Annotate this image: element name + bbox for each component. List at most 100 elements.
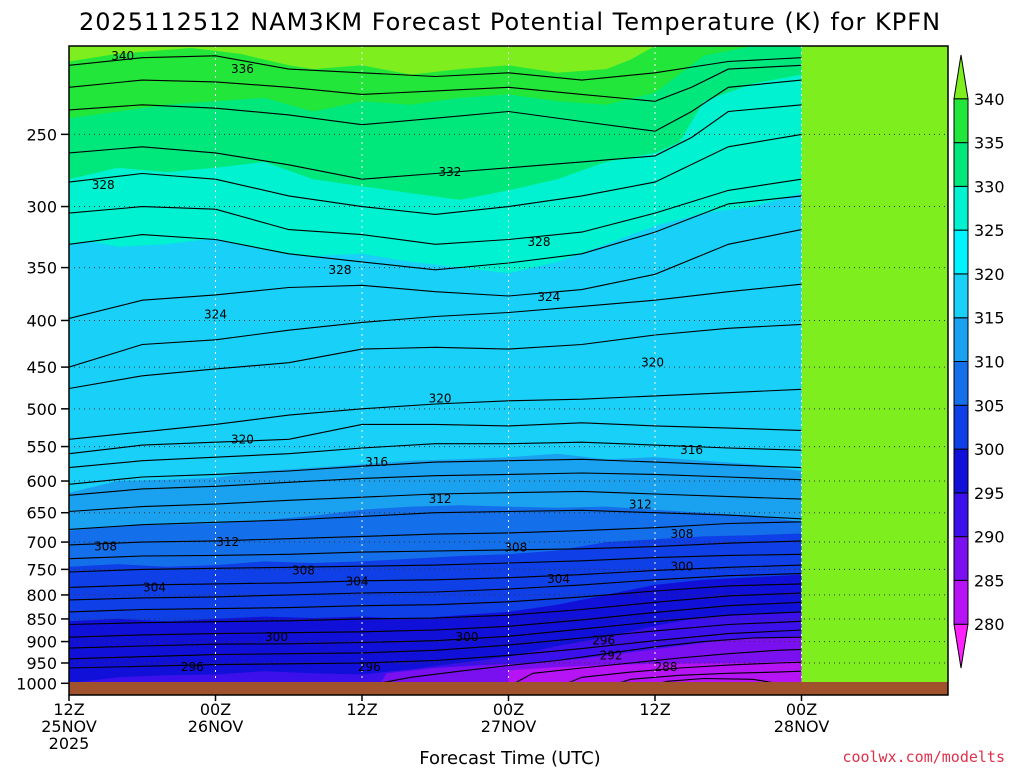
contour-line: [69, 104, 802, 180]
colorbar: 280 285 290 295 300 305 310 315 320 325 330 335 340: [953, 54, 1005, 669]
x-tick-label: 25NOV: [41, 717, 97, 736]
y-tick-label: 900: [26, 633, 57, 652]
x-tick-label: 27NOV: [481, 717, 537, 736]
y-axis: 250 300 350 400 450 500 550 600 650 700 750 800 850 9…: [16, 125, 69, 693]
contour-label: 308: [94, 540, 117, 554]
contour-line: [69, 229, 802, 320]
contour-label: 296: [181, 660, 204, 674]
contour-label: 308: [292, 563, 315, 577]
colorbar-label: 340: [974, 90, 1005, 109]
colorbar-segment-340: [953, 54, 969, 100]
contour-label: 320: [641, 356, 664, 370]
contour-line: [69, 283, 802, 368]
y-tick-label: 400: [26, 311, 57, 330]
y-tick-label: 750: [26, 560, 57, 579]
contour-label: 300: [456, 630, 479, 644]
contour-label: 316: [680, 443, 703, 457]
contour-line: [69, 55, 802, 81]
contour-line: [69, 573, 802, 601]
y-tick-label: 250: [26, 125, 57, 144]
contour-label: 304: [143, 580, 166, 594]
ground-surface: [69, 682, 948, 695]
colorbar-segment-285: [953, 536, 969, 581]
colorbar-segment-310: [953, 317, 969, 362]
contour-line: [69, 490, 802, 513]
contour-line: [69, 592, 802, 626]
contour-line: [69, 583, 802, 613]
contour-line: [69, 133, 802, 215]
contour-label: 328: [528, 235, 551, 249]
colorbar-label: 305: [974, 396, 1005, 415]
contour-label: 288: [655, 660, 678, 674]
colorbar-segment-320: [953, 229, 969, 275]
colorbar-segment-275: [953, 623, 969, 669]
x-tick-label: 00Z: [493, 700, 524, 719]
contour-line: [69, 553, 802, 573]
y-tick-label: 650: [26, 504, 57, 523]
contour-label: 312: [216, 535, 239, 549]
contour-line: [508, 648, 802, 687]
contour-line: [69, 422, 802, 455]
y-tick-label: 700: [26, 533, 57, 552]
contour-line: [69, 629, 802, 669]
contour-label: 320: [429, 391, 452, 405]
filled-bands: [69, 46, 802, 695]
colorbar-segment-325: [953, 185, 969, 231]
x-axis-label: Forecast Time (UTC): [419, 748, 600, 768]
contour-label: 296: [358, 660, 381, 674]
contour-label: 328: [92, 178, 115, 192]
x-tick-label: 12Z: [53, 700, 84, 719]
contour-line: [69, 79, 802, 132]
grid-lines: [69, 46, 948, 695]
contour-line: [69, 601, 802, 638]
contour-label: 320: [231, 432, 254, 446]
y-tick-label: 450: [26, 358, 57, 377]
plot-area: 340 336 328 332 328 328 324 324 320 320 320 316 316 3…: [69, 46, 948, 695]
colorbar-label: 325: [974, 221, 1005, 240]
colorbar-label: 310: [974, 353, 1005, 372]
credit-text: coolwx.com/modelts: [842, 748, 1005, 766]
y-tick-label: 350: [26, 259, 57, 278]
contour-label: 304: [346, 574, 369, 588]
y-tick-label: 500: [26, 400, 57, 419]
colorbar-label: 280: [974, 615, 1005, 634]
colorbar-label: 320: [974, 265, 1005, 284]
contour-label: 296: [592, 634, 615, 648]
colorbar-segment-290: [953, 492, 969, 538]
contour-label: 340: [111, 49, 134, 63]
colorbar-segment-295: [953, 448, 969, 494]
contour-line: [69, 620, 802, 660]
contour-label: 312: [629, 498, 652, 512]
contour-label: 332: [438, 165, 461, 179]
x-tick-label: 12Z: [346, 700, 377, 719]
chart-title: 2025112512 NAM3KM Forecast Potential Tem…: [79, 8, 941, 36]
contour-label: 308: [504, 541, 527, 555]
y-tick-label: 600: [26, 472, 57, 491]
contour-line: [69, 388, 802, 440]
contour-line: [69, 64, 802, 102]
x-tick-label: 00Z: [200, 700, 231, 719]
y-tick-label: 1000: [16, 674, 57, 693]
contour-line: [69, 458, 802, 485]
contour-label: 336: [231, 62, 254, 76]
y-tick-label: 850: [26, 610, 57, 629]
contour-line: [69, 564, 802, 588]
contour-label: 316: [365, 455, 388, 469]
contour-label: 300: [265, 630, 288, 644]
contour-line: [69, 540, 802, 560]
contour-label: 324: [204, 308, 227, 322]
contour-line: [606, 670, 802, 688]
colorbar-segment-335: [953, 98, 969, 144]
y-tick-label: 300: [26, 198, 57, 217]
colorbar-label: 300: [974, 440, 1005, 459]
colorbar-label: 335: [974, 134, 1005, 153]
contour-label: 312: [429, 492, 452, 506]
colorbar-segment-330: [953, 142, 969, 187]
contour-line: [69, 611, 802, 649]
contour-label: 292: [600, 648, 623, 662]
colorbar-label: 330: [974, 177, 1005, 196]
contour-lines: [69, 55, 802, 689]
contour-line: [361, 636, 802, 688]
